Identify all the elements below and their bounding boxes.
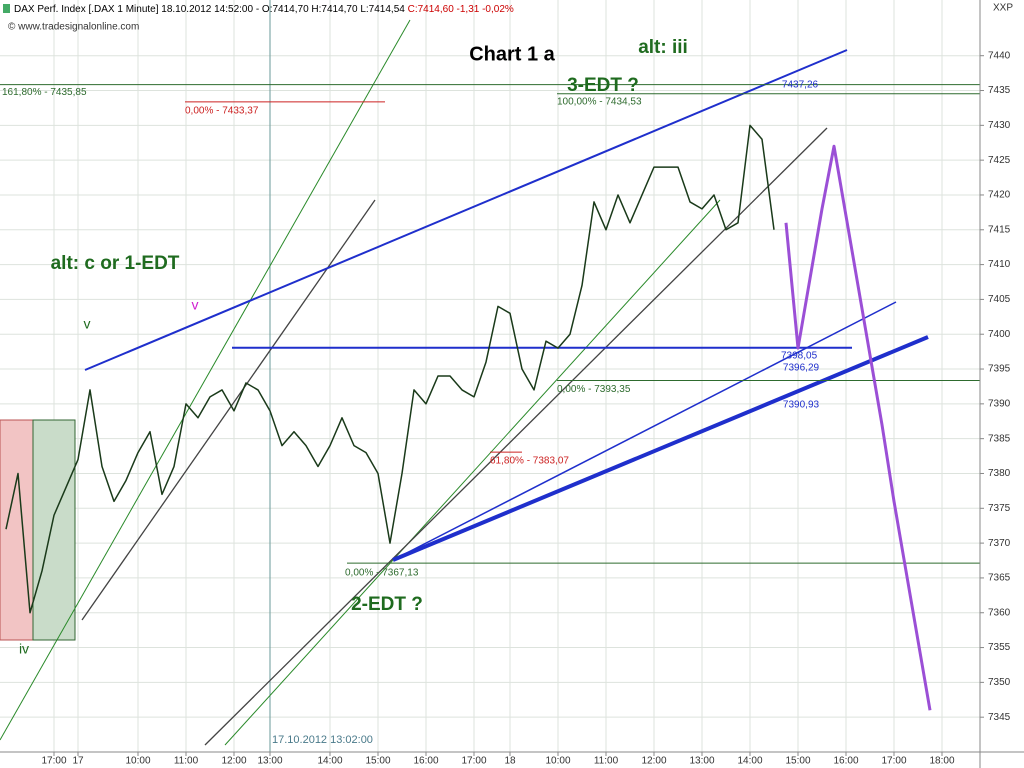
y-tick-label: 7375 — [988, 503, 1011, 514]
x-tick-label: 10:00 — [125, 756, 150, 767]
levels: 161,80% - 7435,85 0,00% - 7433,37 100,00% … — [0, 84, 980, 579]
y-tick-label: 7415 — [988, 224, 1011, 235]
y-tick-label: 7380 — [988, 468, 1011, 479]
level-label: 7398,05 — [781, 350, 818, 361]
trend-line — [392, 301, 897, 561]
y-tick-label: 7345 — [988, 712, 1011, 723]
y-tick-label: 7390 — [988, 398, 1011, 409]
x-tick-label: 15:00 — [365, 756, 390, 767]
x-tick-label: 11:00 — [174, 756, 199, 767]
y-tick-label: 7435 — [988, 85, 1011, 96]
header-part: C:7414,60 -1,31 -0,02% — [408, 4, 514, 15]
annotations: alt: iii 3-EDT ? alt: c or 1-EDT 2-EDT ? v v i… — [19, 37, 820, 657]
crosshair-label: 17.10.2012 13:02:00 — [272, 734, 373, 746]
y-tick-label: 7365 — [988, 573, 1011, 584]
copyright: © www.tradesignalonline.com — [8, 22, 139, 33]
x-tick-label: 18 — [504, 756, 516, 767]
annotation: iv — [19, 641, 29, 657]
annotation: 7390,93 — [783, 400, 820, 411]
y-tick-label: 7440 — [988, 50, 1011, 61]
series — [5, 124, 932, 711]
trend-line — [204, 127, 828, 746]
level-label: 0,00% - 7367,13 — [345, 568, 419, 579]
price-line — [784, 144, 932, 711]
level-label: 0,00% - 7433,37 — [185, 106, 259, 117]
box-red — [0, 419, 34, 641]
trend-line — [392, 335, 929, 562]
x-tick-label: 10:00 — [545, 756, 570, 767]
header-part: DAX Perf. Index [.DAX 1 Minute] 18.10.20… — [14, 4, 405, 15]
x-tick-label: 14:00 — [737, 756, 762, 767]
y-tick-label: 7370 — [988, 538, 1011, 549]
level-label: 161,80% - 7435,85 — [2, 87, 87, 98]
y-tick-label: 7430 — [988, 120, 1011, 131]
x-tick-label: 14:00 — [317, 756, 342, 767]
y-tick-label: 7395 — [988, 364, 1011, 375]
x-tick-label: 17:00 — [461, 756, 486, 767]
trend-line — [81, 199, 376, 621]
y-tick-label: 7355 — [988, 642, 1011, 653]
x-tick-label: 16:00 — [413, 756, 438, 767]
x-tick-label: 15:00 — [785, 756, 810, 767]
level-label: 100,00% - 7434,53 — [557, 96, 642, 107]
x-tick-label: 13:00 — [257, 756, 282, 767]
header-text: DAX Perf. Index [.DAX 1 Minute] 18.10.20… — [14, 4, 514, 15]
annotation: alt: iii — [638, 37, 688, 58]
annotation: v — [192, 297, 199, 313]
level-label: 61,80% - 7383,07 — [490, 456, 569, 467]
x-tick-label: 12:00 — [221, 756, 246, 767]
header-icon — [3, 4, 10, 13]
annotation: v — [84, 316, 91, 332]
trend-line — [224, 199, 721, 746]
annotation: 7437,26 — [782, 80, 819, 91]
level-label: 0,00% - 7393,35 — [557, 384, 631, 395]
x-tick-label: 13:00 — [689, 756, 714, 767]
y-tick-label: 7360 — [988, 607, 1011, 618]
x-tick-label: 17:00 — [881, 756, 906, 767]
box-green — [32, 419, 76, 641]
chart-title: Chart 1 a — [469, 43, 555, 65]
x-tick-label: 12:00 — [641, 756, 666, 767]
x-tick-label: 17 — [72, 756, 84, 767]
y-tick-label: 7420 — [988, 190, 1011, 201]
x-tick-label: 11:00 — [594, 756, 619, 767]
annotation: alt: c or 1-EDT — [51, 253, 180, 274]
y-tick-label: 7425 — [988, 155, 1011, 166]
y-tick-label: 7405 — [988, 294, 1011, 305]
y-tick-label: 7410 — [988, 259, 1011, 270]
price-line — [5, 124, 775, 614]
x-tick-label: 16:00 — [833, 756, 858, 767]
trend-line — [84, 49, 848, 371]
trend-lines — [0, 19, 929, 746]
annotation: 2-EDT ? — [351, 594, 423, 615]
symbol: XXP — [993, 3, 1013, 14]
header: DAX Perf. Index [.DAX 1 Minute] 18.10.20… — [3, 4, 514, 15]
y-tick-label: 7385 — [988, 433, 1011, 444]
annotation: 7396,29 — [783, 363, 820, 374]
y-tick-label: 7350 — [988, 677, 1011, 688]
y-tick-label: 7400 — [988, 329, 1011, 340]
annotation: 3-EDT ? — [567, 75, 639, 96]
grid — [0, 0, 980, 752]
x-tick-label: 17:00 — [41, 756, 66, 767]
trend-line — [0, 19, 411, 741]
x-tick-label: 18:00 — [929, 756, 954, 767]
